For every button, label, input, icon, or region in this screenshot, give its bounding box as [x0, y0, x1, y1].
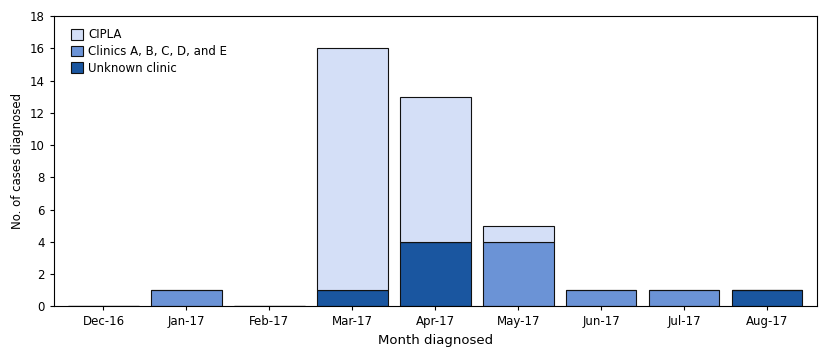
X-axis label: Month diagnosed: Month diagnosed [377, 334, 492, 347]
Bar [731, 290, 801, 306]
Bar [317, 290, 387, 306]
Bar [648, 290, 719, 306]
Bar [151, 290, 222, 306]
Y-axis label: No. of cases diagnosed: No. of cases diagnosed [11, 93, 24, 229]
Bar [317, 48, 387, 290]
Bar [399, 97, 470, 242]
Bar [482, 242, 552, 306]
Legend: CIPLA, Clinics A, B, C, D, and E, Unknown clinic: CIPLA, Clinics A, B, C, D, and E, Unknow… [67, 25, 231, 78]
Bar [399, 242, 470, 306]
Bar [482, 226, 552, 242]
Bar [566, 290, 636, 306]
